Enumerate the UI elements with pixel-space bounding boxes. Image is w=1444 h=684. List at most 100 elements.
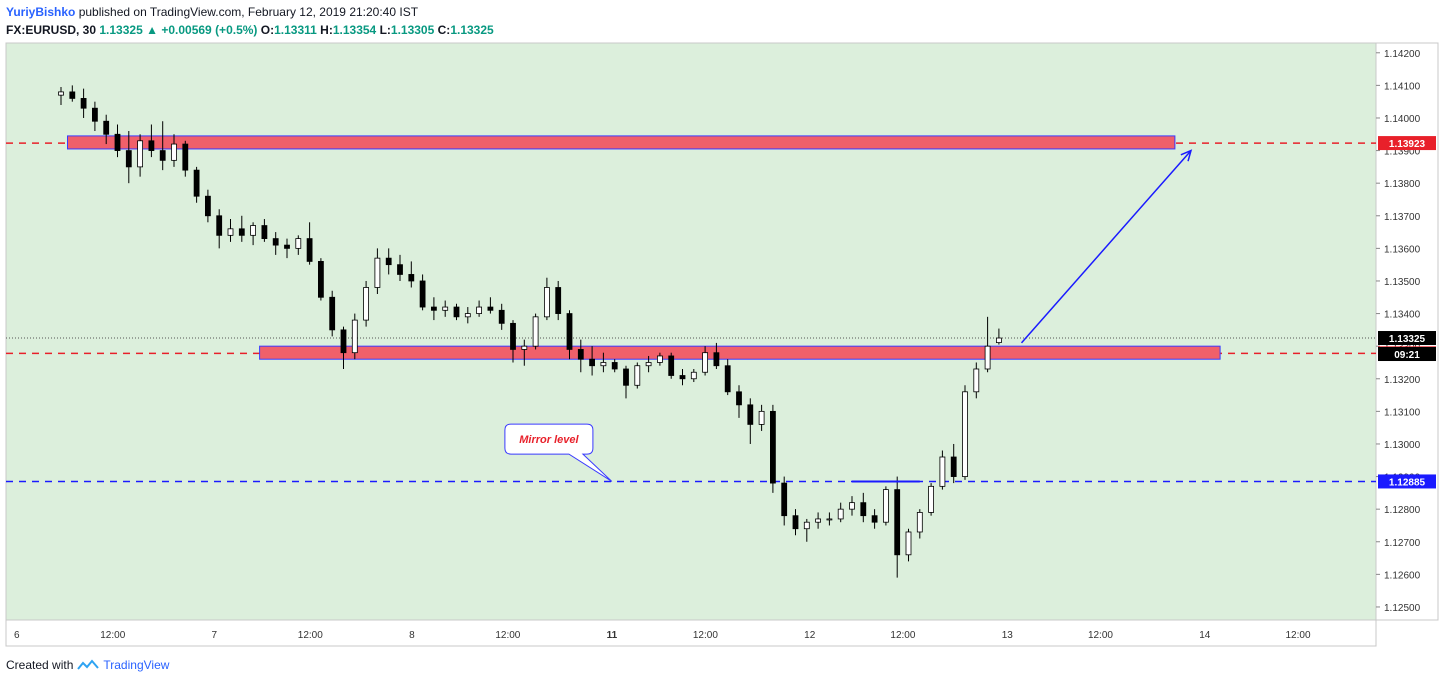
candle-body <box>883 489 889 523</box>
candle-body <box>679 375 686 380</box>
tradingview-logo-icon <box>77 659 100 670</box>
candle-43 <box>544 277 550 321</box>
candle-body <box>114 133 121 151</box>
time-axis[interactable] <box>5 619 1377 647</box>
candle-30 <box>397 254 403 281</box>
tradingview-brand[interactable]: TradingView <box>103 658 170 672</box>
candle-71 <box>860 492 867 523</box>
candle-body <box>250 225 257 236</box>
symbol-legend: FX:EURUSD, 30 1.13325 ▲ +0.00569 (+0.5%)… <box>6 23 494 37</box>
candle-46 <box>577 339 584 373</box>
candle-body <box>928 485 934 513</box>
candle-63 <box>770 404 776 493</box>
candle-body <box>623 368 629 386</box>
candle-body <box>92 107 98 122</box>
candle-50 <box>623 365 629 399</box>
candle-70 <box>849 496 855 516</box>
candle-body <box>408 274 415 282</box>
candle-body <box>193 169 200 197</box>
candle-body <box>453 306 460 318</box>
price-label-text: 1.12885 <box>1389 477 1426 488</box>
y-tick-label: 1.13000 <box>1384 440 1421 451</box>
candle-body <box>464 313 471 318</box>
candle-body <box>306 238 313 262</box>
candle-body <box>385 257 392 266</box>
candle-body <box>702 352 708 373</box>
candle-0 <box>58 87 64 105</box>
candle-body <box>227 228 234 236</box>
y-tick-label: 1.12500 <box>1384 603 1421 614</box>
candle-1 <box>69 85 76 102</box>
symbol-name[interactable]: FX:EURUSD, 30 <box>6 23 97 37</box>
y-tick-label: 1.14200 <box>1384 49 1421 60</box>
candle-36 <box>464 307 471 324</box>
candle-body <box>238 228 245 236</box>
candle-body <box>521 345 528 350</box>
x-tick-label: 12:00 <box>1088 630 1113 641</box>
candle-body <box>374 257 381 288</box>
candle-77 <box>928 483 934 516</box>
candle-body <box>781 482 788 517</box>
candle-38 <box>487 297 494 314</box>
candle-body <box>329 296 336 331</box>
price-change: +0.00569 (+0.5%) <box>161 23 258 37</box>
candle-body <box>498 309 505 324</box>
candle-74 <box>894 476 901 578</box>
candle-62 <box>758 404 765 431</box>
zone-rect-0[interactable] <box>67 135 1176 150</box>
candle-body <box>555 287 562 314</box>
candle-body <box>962 391 968 477</box>
candle-65 <box>792 509 799 536</box>
plot-background <box>5 42 1377 621</box>
candle-73 <box>883 486 889 526</box>
price-label-1: 1.13325 <box>1378 331 1436 346</box>
high-value: 1.13354 <box>332 23 377 37</box>
low-label: L: <box>379 23 391 37</box>
y-tick-label: 1.12700 <box>1384 538 1421 549</box>
candle-42 <box>532 313 539 350</box>
candle-body <box>984 345 991 370</box>
candle-3 <box>92 101 98 132</box>
target-arrow[interactable] <box>1020 150 1192 344</box>
open-value: 1.13311 <box>274 23 317 37</box>
candle-body <box>103 120 110 135</box>
arrow-head-icon <box>1180 149 1193 162</box>
candle-body <box>566 313 573 350</box>
mirror-level-callout[interactable] <box>504 423 613 482</box>
candle-body <box>747 404 754 425</box>
candle-body <box>634 365 641 386</box>
candle-body <box>430 306 437 311</box>
candle-body <box>148 140 155 151</box>
candle-body <box>58 91 64 96</box>
candle-body <box>510 322 516 350</box>
y-tick-label: 1.12800 <box>1384 505 1421 516</box>
candle-31 <box>408 261 415 288</box>
zone-rect-1[interactable] <box>259 345 1221 360</box>
candle-body <box>317 261 324 298</box>
candle-body <box>871 515 878 523</box>
candle-17 <box>250 222 257 246</box>
candle-19 <box>272 232 279 255</box>
candle-18 <box>261 219 268 242</box>
x-tick-label: 12:00 <box>890 630 915 641</box>
y-tick-label: 1.14100 <box>1384 81 1421 92</box>
y-tick-label: 1.13600 <box>1384 244 1421 255</box>
y-tick-label: 1.13200 <box>1384 375 1421 386</box>
candle-58 <box>713 342 720 369</box>
open-label: O: <box>260 23 275 37</box>
publish-info: YuriyBishko published on TradingView.com… <box>6 5 418 19</box>
y-tick-label: 1.13700 <box>1384 212 1421 223</box>
candle-15 <box>227 219 234 242</box>
x-tick-label: 7 <box>212 630 218 641</box>
author-link[interactable]: YuriyBishko <box>6 5 76 19</box>
candle-21 <box>295 235 302 255</box>
up-triangle-icon: ▲ <box>146 23 158 37</box>
y-tick-label: 1.13100 <box>1384 407 1421 418</box>
candle-body <box>295 238 302 249</box>
candle-52 <box>645 355 652 373</box>
candle-body <box>996 337 1002 343</box>
candle-body <box>690 371 697 380</box>
candle-79 <box>950 443 957 484</box>
candle-6 <box>125 131 132 184</box>
